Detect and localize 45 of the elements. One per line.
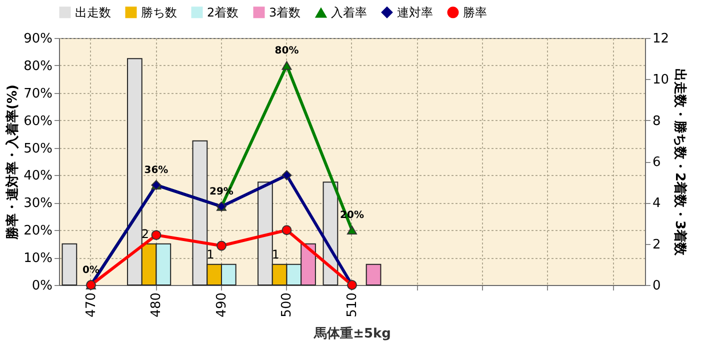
y-tick-label: 10%: [24, 251, 52, 266]
point: [282, 225, 292, 236]
point: [216, 240, 226, 251]
y-tick-label: 0%: [32, 278, 52, 294]
point: [282, 170, 292, 180]
y2-axis-title: 出走数・勝ち数・2着数・3着数: [672, 68, 688, 257]
legend-label: 勝率: [463, 5, 487, 20]
legend-label: 2着数: [207, 5, 239, 20]
y-tick-label: 70%: [24, 86, 52, 102]
y-tick-label: 30%: [24, 196, 52, 212]
y-tick-label: 80%: [24, 58, 52, 74]
y-tick-label: 90%: [24, 32, 52, 46]
data-label: 80%: [274, 45, 299, 56]
bar: [366, 264, 382, 286]
x-tick-label: 500: [280, 292, 295, 318]
data-label: 1: [272, 247, 280, 262]
bar: [62, 243, 78, 286]
y-tick-label: 50%: [24, 141, 52, 156]
point: [347, 226, 357, 234]
y-tick-label: 40%: [24, 168, 52, 184]
x-tick-label: 490: [214, 292, 230, 318]
y2-tick-label: 10: [652, 72, 670, 88]
point: [282, 61, 292, 70]
x-tick-label: 510: [345, 292, 360, 318]
y2-tick-label: 8: [652, 114, 661, 129]
legend-label: 勝ち数: [141, 5, 177, 20]
data-label: 1: [206, 247, 214, 262]
x-tick-label: 480: [149, 292, 164, 318]
data-label: 0%: [82, 265, 100, 276]
x-axis-title: 馬体重±5kg: [313, 325, 391, 342]
y-tick-label: 20%: [24, 224, 52, 239]
y-tick-label: 60%: [24, 114, 52, 129]
y2-tick-label: 0: [652, 278, 661, 294]
x-tick-label: 470: [84, 292, 99, 318]
y-axis-title: 勝率・連対率・入着率(%): [4, 84, 21, 240]
legend-label: 出走数: [75, 5, 111, 20]
data-label: 36%: [144, 165, 168, 176]
legend-label: 連対率: [397, 5, 433, 20]
y2-tick-label: 4: [652, 196, 661, 212]
legend-label: 3着数: [269, 5, 301, 20]
y2-tick-label: 12: [652, 32, 670, 46]
point: [151, 230, 162, 240]
y2-tick-label: 2: [652, 237, 661, 252]
y2-tick-label: 6: [652, 155, 661, 170]
legend-label: 入着率: [331, 6, 367, 20]
